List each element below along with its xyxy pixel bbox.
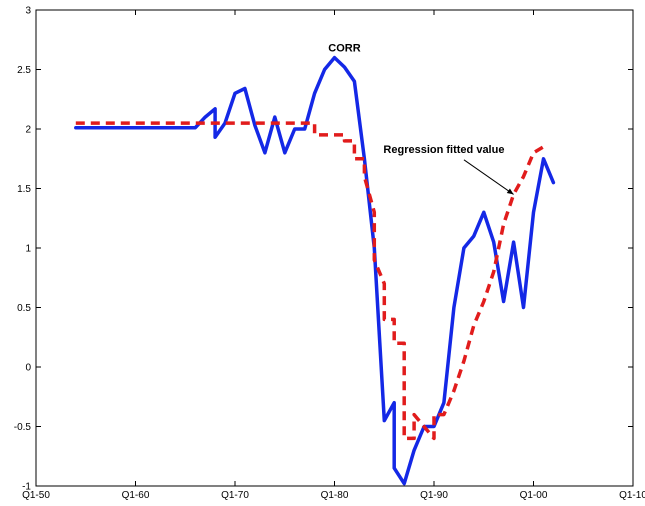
y-tick-label: -1 [22, 482, 31, 493]
y-tick-label: 2 [25, 125, 31, 136]
y-tick-label: 0 [25, 363, 31, 374]
y-tick-label: 1 [25, 244, 31, 255]
y-tick-label: 2.5 [17, 65, 31, 76]
y-tick-label: 3 [25, 6, 31, 17]
fitted-value-series-line [75, 121, 545, 441]
annotation-arrow-line [463, 159, 514, 195]
annotation-arrow-head [506, 188, 514, 195]
x-tick-label: Q1-60 [122, 490, 150, 501]
corr-series-line [74, 55, 556, 486]
annotation-layer: CORR Regression fitted value [328, 43, 514, 195]
y-tick-label: -0.5 [14, 422, 32, 433]
x-tick-label: Q1-50 [22, 490, 50, 501]
series-layer [74, 55, 556, 486]
y-tick-label: 1.5 [17, 184, 31, 195]
plot-frame [35, 9, 634, 487]
x-tick-label: Q1-00 [520, 490, 548, 501]
corr-annotation-label: CORR [328, 43, 360, 55]
x-tick-label: Q1-10 [619, 490, 645, 501]
x-tick-label: Q1-90 [420, 490, 448, 501]
y-axis: -1 -0.5 0 0.5 1 1.5 2 2.5 3 [14, 6, 633, 493]
x-tick-label: Q1-70 [221, 490, 249, 501]
y-tick-label: 0.5 [17, 303, 31, 314]
x-axis: Q1-50 Q1-60 Q1-70 Q1-80 Q1-90 Q1-00 Q1-10 [22, 10, 645, 501]
fitted-value-annotation-label: Regression fitted value [383, 144, 504, 156]
x-tick-label: Q1-80 [321, 490, 349, 501]
